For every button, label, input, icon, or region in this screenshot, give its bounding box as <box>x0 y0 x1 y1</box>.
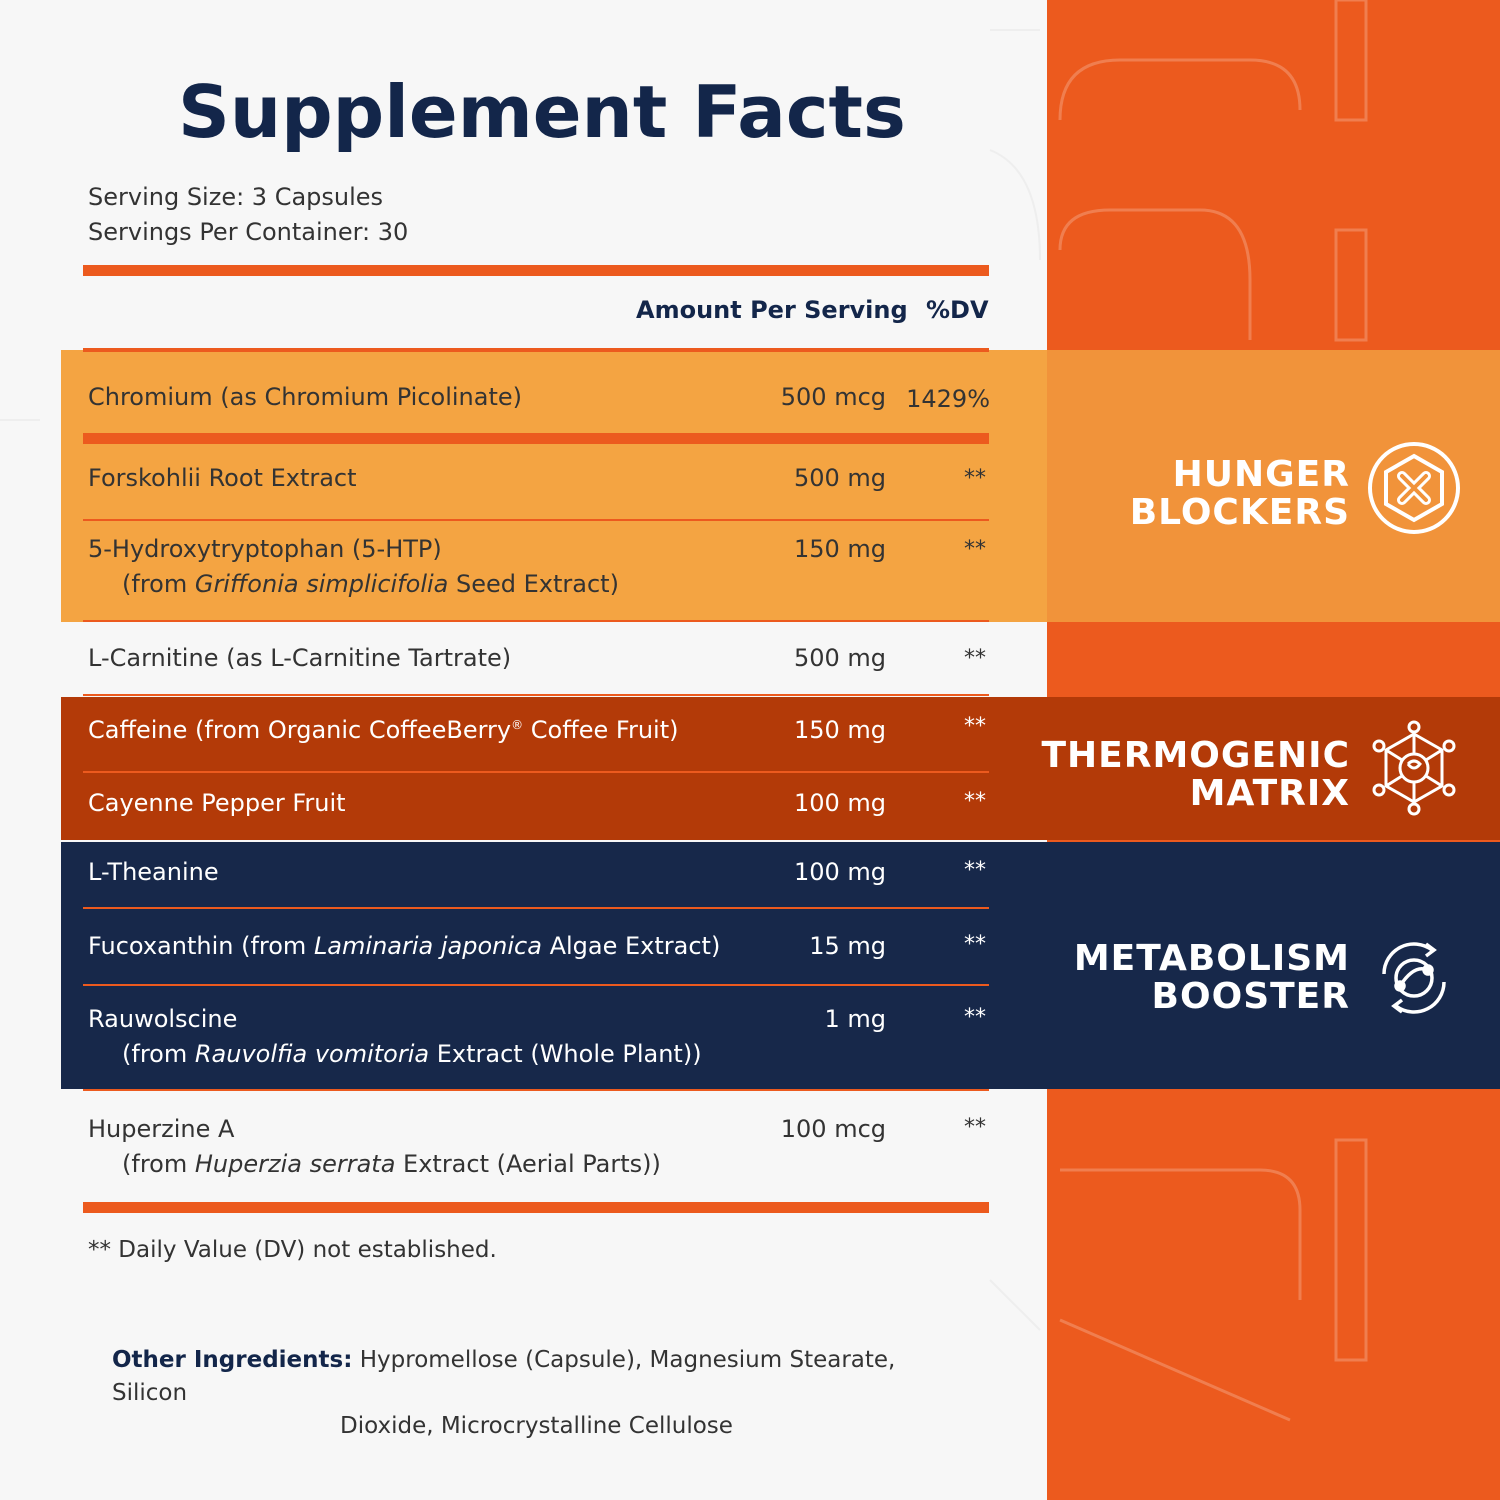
other-ingredients-line2: Dioxide, Microcrystalline Cellulose <box>340 1413 733 1439</box>
ingredient-name: Huperzine A <box>88 1115 235 1143</box>
category-label-metabolism-booster: METABOLISM BOOSTER <box>1073 938 1350 1017</box>
other-ingredients-line1: Hypromellose (Capsule), Magnesium Steara… <box>112 1347 896 1406</box>
ingredient-name: 5-Hydroxytryptophan (5-HTP) <box>88 535 442 563</box>
divider <box>83 1089 989 1091</box>
divider <box>83 519 989 521</box>
divider-bottom <box>83 1202 989 1213</box>
ingredient-dv: ** <box>964 858 986 883</box>
divider <box>83 620 989 622</box>
servings-per-container: Servings Per Container: 30 <box>88 218 409 246</box>
hexagon-x-icon <box>1368 442 1460 534</box>
divider <box>83 433 989 444</box>
ingredient-dv: ** <box>964 646 986 671</box>
ingredient-name: Forskohlii Root Extract <box>88 464 357 492</box>
molecule-icon <box>1372 720 1456 816</box>
ingredient-name: Fucoxanthin (from Laminaria japonica Alg… <box>88 932 721 960</box>
ingredient-dv: ** <box>964 789 986 814</box>
ingredient-amount: 150 mg <box>793 535 886 563</box>
ingredient-dv: ** <box>964 1115 986 1140</box>
footnote: ** Daily Value (DV) not established. <box>88 1237 497 1263</box>
ingredient-amount: 100 mcg <box>780 1115 886 1143</box>
hunger-blockers-band <box>61 350 1500 622</box>
ingredient-amount: 500 mg <box>793 644 886 672</box>
other-ingredients: Other Ingredients: Hypromellose (Capsule… <box>112 1344 972 1443</box>
ingredient-amount: 500 mcg <box>780 383 886 411</box>
ingredient-source: (from Huperzia serrata Extract (Aerial P… <box>122 1150 661 1178</box>
ingredient-name: L-Theanine <box>88 858 219 886</box>
divider <box>83 694 989 696</box>
page-title: Supplement Facts <box>178 70 906 154</box>
ingredient-amount: 15 mg <box>809 932 886 960</box>
ingredient-amount: 500 mg <box>793 464 886 492</box>
ingredient-source: (from Griffonia simplicifolia Seed Extra… <box>122 570 619 598</box>
ingredient-name: Chromium (as Chromium Picolinate) <box>88 383 523 411</box>
metabolism-booster-band <box>61 842 1500 1089</box>
divider <box>83 771 989 773</box>
ingredient-dv: ** <box>964 537 986 562</box>
ingredient-name: L-Carnitine (as L-Carnitine Tartrate) <box>88 644 512 672</box>
ingredient-name: Caffeine (from Organic CoffeeBerry® Coff… <box>88 716 679 744</box>
ingredient-dv: ** <box>964 1005 986 1030</box>
ingredient-dv: ** <box>964 466 986 491</box>
ingredient-dv: ** <box>964 714 986 739</box>
divider-header <box>83 348 989 352</box>
ingredient-name: Cayenne Pepper Fruit <box>88 789 346 817</box>
divider-top <box>83 265 989 276</box>
category-label-hunger-blockers: HUNGER BLOCKERS <box>1129 454 1350 533</box>
thermogenic-matrix-band <box>61 697 1500 840</box>
category-label-thermogenic-matrix: THERMOGENIC MATRIX <box>1041 735 1350 814</box>
header-amount: Amount Per Serving <box>636 296 908 324</box>
ingredient-amount: 100 mg <box>793 789 886 817</box>
ingredient-dv: ** <box>964 932 986 957</box>
divider <box>83 907 989 909</box>
ingredient-source: (from Rauvolfia vomitoria Extract (Whole… <box>122 1040 702 1068</box>
ingredient-amount: 100 mg <box>793 858 886 886</box>
other-ingredients-label: Other Ingredients: <box>112 1347 353 1373</box>
divider <box>83 984 989 986</box>
cycle-icon <box>1382 942 1446 1014</box>
ingredient-amount: 1 mg <box>824 1005 886 1033</box>
ingredient-amount: 150 mg <box>793 716 886 744</box>
ingredient-dv: 1429% <box>906 385 990 413</box>
serving-size: Serving Size: 3 Capsules <box>88 183 384 211</box>
header-dv: %DV <box>926 296 989 324</box>
ingredient-name: Rauwolscine <box>88 1005 238 1033</box>
